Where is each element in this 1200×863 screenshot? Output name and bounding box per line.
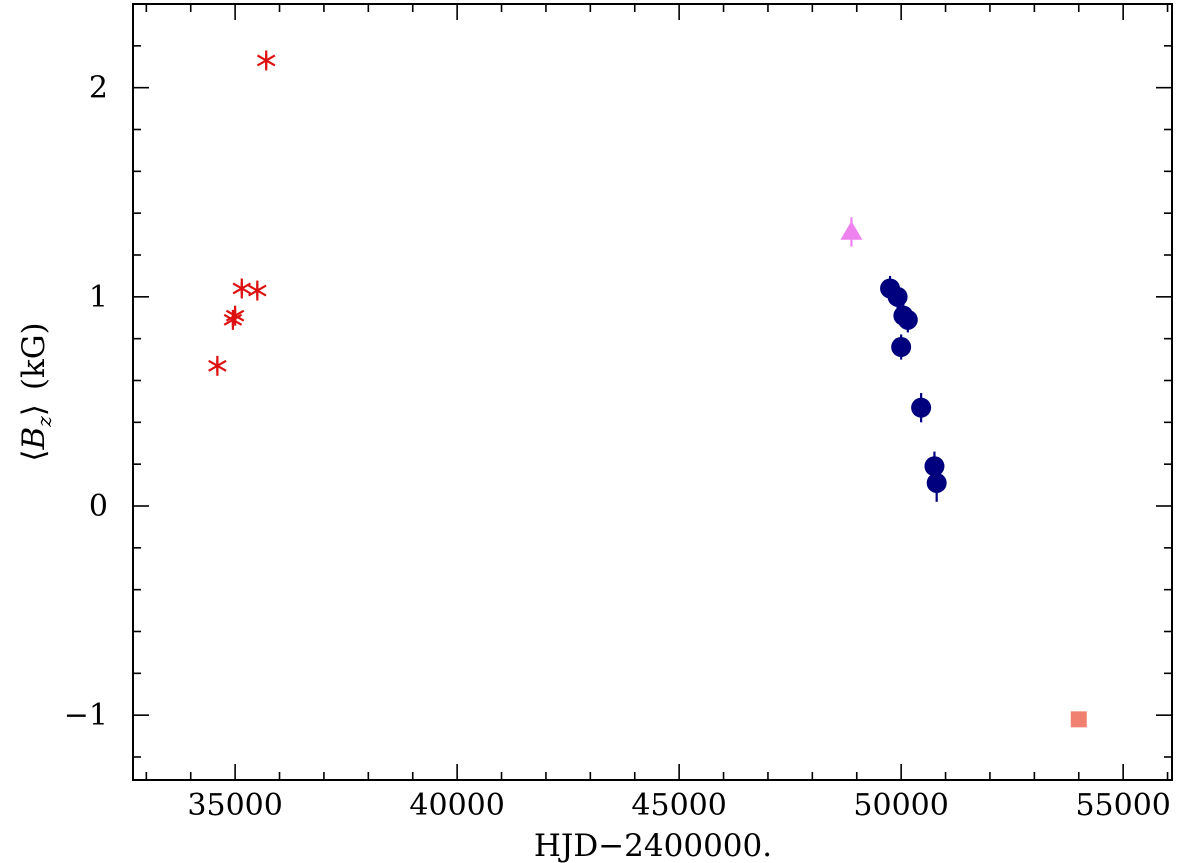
y-tick-label: −1 <box>64 698 108 733</box>
circle-marker <box>897 309 918 330</box>
y-tick-label: 1 <box>89 280 108 315</box>
axis-ticks <box>133 4 1172 780</box>
circle-marker <box>887 286 908 307</box>
asterisk-stroke <box>256 54 276 67</box>
x-axis-title: HJD−2400000. <box>534 828 772 863</box>
data-markers <box>208 50 1087 728</box>
y-axis-unit: (kG) <box>16 322 52 390</box>
asterisk-marker <box>225 305 245 326</box>
y-axis-title: ⟨Bz⟩ (kG) <box>16 322 56 461</box>
asterisk-marker <box>232 278 252 299</box>
y-axis-bracket-open: ⟨ <box>16 450 52 462</box>
y-axis-symbol: B <box>16 427 52 451</box>
asterisk-marker <box>208 355 227 376</box>
asterisk-marker <box>248 280 267 301</box>
x-tick-label: 50000 <box>853 788 948 823</box>
asterisk-stroke <box>232 282 252 295</box>
asterisk-stroke <box>248 284 267 297</box>
square-marker <box>1070 711 1087 728</box>
y-axis-bracket-close: ⟩ <box>16 404 52 416</box>
y-tick-label: 2 <box>89 71 108 106</box>
y-tick-label: 0 <box>89 489 108 524</box>
plot-frame <box>132 3 1173 781</box>
asterisk-marker <box>256 50 276 71</box>
circle-marker <box>926 472 947 493</box>
svg-text:⟨Bz⟩(kG): ⟨Bz⟩ (kG) <box>16 322 56 461</box>
circle-marker <box>924 456 945 477</box>
circle-marker <box>911 397 932 418</box>
x-tick-label: 45000 <box>631 788 726 823</box>
y-axis-subscript: z <box>32 416 56 428</box>
asterisk-stroke <box>225 309 245 322</box>
tick-labels: 35000 40000 45000 50000 55000 −1 0 1 2 <box>64 71 1171 823</box>
triangle-marker <box>840 220 863 240</box>
circle-marker <box>891 337 912 358</box>
x-tick-label: 35000 <box>187 788 282 823</box>
asterisk-stroke <box>208 359 227 372</box>
x-tick-label: 40000 <box>409 788 504 823</box>
error-bars <box>216 54 1080 726</box>
x-tick-label: 55000 <box>1075 788 1170 823</box>
